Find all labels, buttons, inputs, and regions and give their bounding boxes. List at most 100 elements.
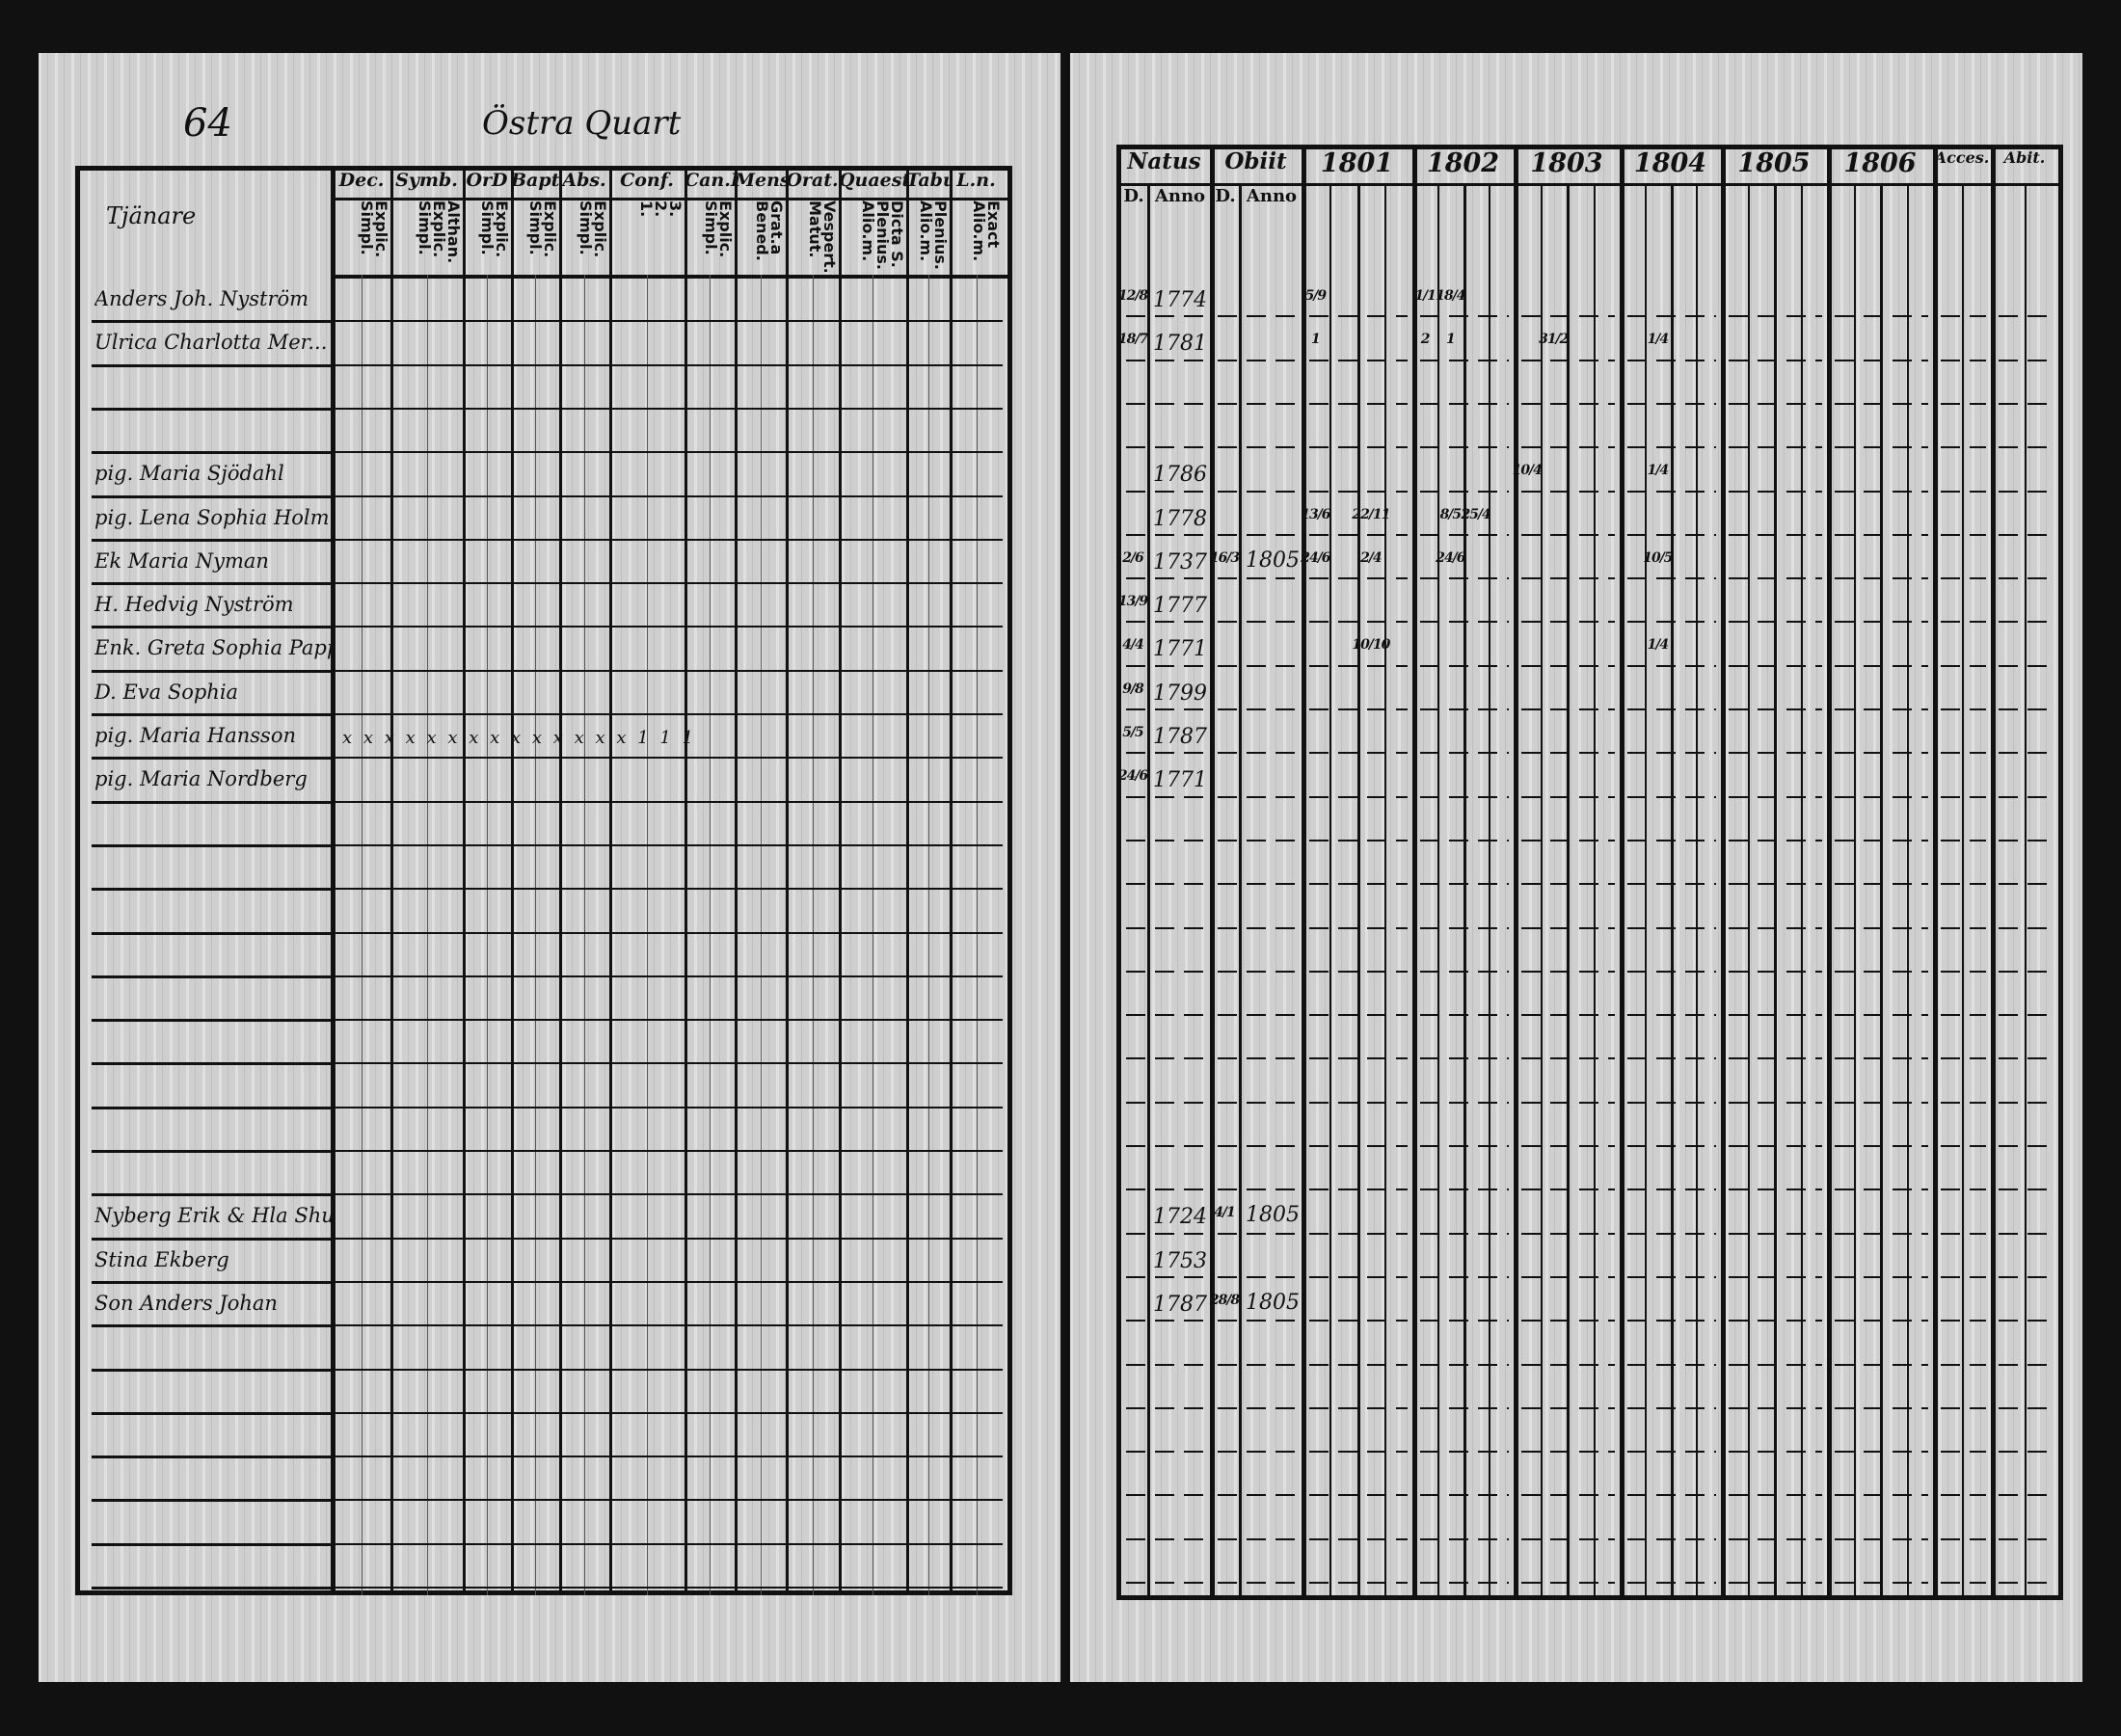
- right-row-dash: [1126, 1582, 1205, 1584]
- column-subheader: Explic. Simpl.: [526, 200, 557, 258]
- right-row-dash: [1521, 1232, 1615, 1235]
- right-row-dash: [1999, 839, 2054, 841]
- right-row-dash: [1126, 1363, 1205, 1366]
- right-row-dash: [1729, 926, 1822, 929]
- column-header: Bapt: [511, 170, 559, 191]
- right-row-dash: [1126, 664, 1205, 667]
- right-row-dash: [1999, 577, 2054, 580]
- left-row-line: [92, 538, 331, 542]
- right-row-dash: [1835, 883, 1928, 886]
- right-row-dash: [1941, 1451, 1986, 1454]
- right-header-line: [1118, 183, 2058, 186]
- left-row-line: [335, 975, 1003, 977]
- right-row-dash: [1521, 970, 1615, 973]
- right-row-dash: [1729, 795, 1822, 798]
- right-row-dash: [1309, 359, 1408, 361]
- left-row-line: [335, 626, 1003, 628]
- natus-year: 1753: [1153, 1248, 1207, 1273]
- header-year-1806: 1806: [1843, 148, 1917, 178]
- right-row-dash: [1218, 359, 1297, 361]
- right-row-dash: [1729, 621, 1822, 624]
- right-row-dash: [1729, 839, 1822, 841]
- right-row-dash: [1835, 402, 1928, 405]
- right-row-dash: [1941, 1188, 1986, 1191]
- year-mark: 25/4: [1461, 506, 1490, 522]
- right-row-dash: [1420, 1188, 1509, 1191]
- right-row-dash: [1218, 1057, 1297, 1060]
- right-row-dash: [1218, 708, 1297, 710]
- right-row-dash: [1941, 315, 1986, 318]
- header-day: D.: [1215, 186, 1236, 206]
- right-row-dash: [1941, 1537, 1986, 1540]
- right-row-dash: [1941, 883, 1986, 886]
- right-row-dash: [1941, 970, 1986, 973]
- header-anno: Anno: [1246, 186, 1298, 206]
- right-row-dash: [1126, 1406, 1205, 1409]
- year-subcolumn-line: [1880, 183, 1883, 1600]
- year-subcolumn-line: [1906, 183, 1909, 1600]
- right-row-dash: [1126, 402, 1205, 405]
- right-row-dash: [1218, 1451, 1297, 1454]
- right-row-dash: [1941, 1101, 1986, 1104]
- year-mark: 1/4: [1647, 637, 1670, 654]
- natus-year: 1771: [1153, 768, 1207, 793]
- left-row-line: [92, 669, 331, 673]
- right-row-dash: [1521, 752, 1615, 755]
- column-header: Conf.: [620, 170, 674, 191]
- header-abiit: Abit.: [2003, 148, 2046, 167]
- right-row-dash: [1309, 883, 1408, 886]
- right-row-dash: [1999, 1188, 2054, 1191]
- day-column-line: [1239, 183, 1242, 1600]
- right-row-dash: [1521, 621, 1615, 624]
- right-row-dash: [1521, 708, 1615, 710]
- year-subcolumn-line: [1593, 183, 1596, 1600]
- right-row-dash: [1521, 1582, 1615, 1584]
- right-row-dash: [1420, 1537, 1509, 1540]
- right-row-dash: [1420, 883, 1509, 886]
- right-row-dash: [1835, 839, 1928, 841]
- left-subheader-line: [333, 275, 1007, 279]
- right-row-dash: [1835, 1145, 1928, 1147]
- entry-name: Enk. Greta Sophia Pappel: [94, 636, 331, 660]
- left-column-line: [786, 166, 789, 1595]
- entry-name: Ulrica Charlotta Mer...: [94, 331, 328, 355]
- right-row-dash: [1218, 315, 1297, 318]
- right-row-dash: [1627, 926, 1716, 929]
- left-row-line: [92, 1368, 331, 1372]
- column-subheader: 3. 2. 1.: [637, 200, 683, 218]
- left-row-line: [335, 363, 1003, 366]
- column-subheader: Explic. Simpl.: [358, 200, 389, 258]
- left-row-line: [335, 800, 1003, 803]
- right-row-dash: [1627, 315, 1716, 318]
- year-mark: 1: [1446, 332, 1456, 348]
- column-subheader: Plenius. Alio.m.: [917, 200, 948, 270]
- right-row-dash: [1420, 1057, 1509, 1060]
- natus-year: 1799: [1153, 681, 1207, 706]
- right-row-dash: [1999, 1101, 2054, 1104]
- right-row-dash: [1309, 577, 1408, 580]
- right-row-dash: [1729, 402, 1822, 405]
- right-row-dash: [1627, 1145, 1716, 1147]
- right-row-dash: [1835, 1014, 1928, 1017]
- right-row-dash: [1627, 577, 1716, 580]
- right-row-dash: [1309, 1494, 1408, 1497]
- left-row-line: [92, 1106, 331, 1109]
- year-subcolumn-line: [1645, 183, 1648, 1600]
- right-row-dash: [1309, 664, 1408, 667]
- right-row-dash: [1521, 1451, 1615, 1454]
- right-row-dash: [1218, 883, 1297, 886]
- right-row-dash: [1218, 1537, 1297, 1540]
- obiit-year: 1805: [1246, 1203, 1300, 1228]
- column-subheader: Vespert. Matut.: [806, 200, 837, 272]
- column-header: Symb.: [395, 170, 458, 191]
- right-row-dash: [1218, 621, 1297, 624]
- right-row-dash: [1627, 883, 1716, 886]
- right-row-dash: [1729, 490, 1822, 493]
- right-row-dash: [1420, 621, 1509, 624]
- right-row-dash: [1218, 664, 1297, 667]
- left-row-line: [92, 407, 331, 411]
- right-row-dash: [1941, 1406, 1986, 1409]
- left-column-line: [609, 166, 612, 1595]
- right-row-dash: [1941, 621, 1986, 624]
- right-row-dash: [1420, 970, 1509, 973]
